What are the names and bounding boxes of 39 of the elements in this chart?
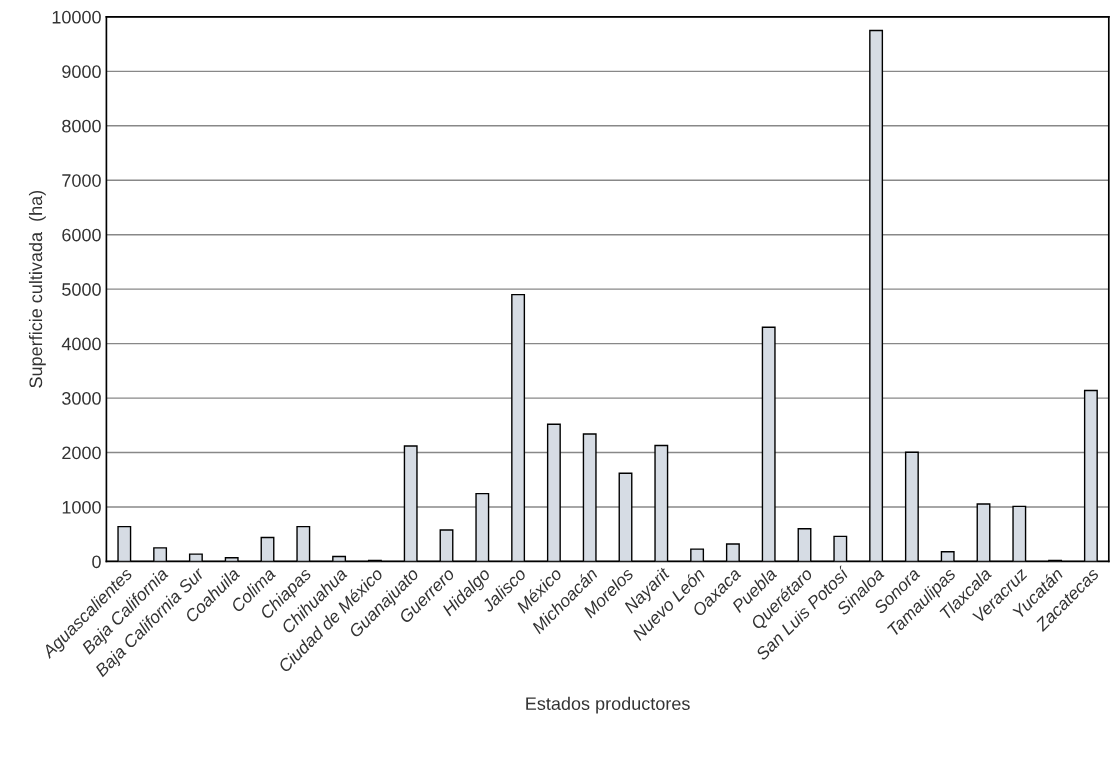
y-tick-label: 7000 — [62, 174, 101, 187]
y-tick-label: 9000 — [62, 65, 101, 79]
bar — [439, 529, 454, 562]
y-tick-label: 6000 — [62, 228, 101, 242]
bar — [332, 555, 347, 562]
bar — [940, 551, 955, 562]
bar — [475, 492, 490, 562]
x-axis-title: Estados productores — [526, 696, 690, 714]
bar — [546, 423, 561, 562]
bar — [976, 503, 991, 562]
bar — [153, 547, 168, 562]
bar — [618, 472, 633, 562]
bar — [1083, 389, 1098, 562]
y-tick-label: 10000 — [52, 10, 101, 24]
bar — [797, 528, 812, 562]
bar — [869, 29, 884, 562]
y-tick-label: 3000 — [62, 392, 101, 405]
bar — [833, 535, 848, 562]
bar — [690, 548, 705, 562]
bar — [296, 525, 311, 562]
y-tick-label: 1000 — [62, 500, 101, 514]
y-tick-label: 8000 — [62, 119, 101, 133]
y-tick-label: 5000 — [62, 283, 101, 296]
bar — [224, 557, 239, 562]
bar — [761, 326, 776, 562]
bar — [582, 433, 597, 562]
y-tick-label: 2000 — [62, 446, 101, 460]
bar — [511, 293, 526, 562]
bar — [403, 445, 418, 562]
bar — [260, 536, 275, 562]
bar — [1012, 505, 1027, 562]
bar — [725, 543, 740, 562]
y-axis-title: Superficie cultivada (ha) — [28, 190, 46, 388]
y-tick-label: 0 — [92, 555, 101, 569]
y-tick-label: 4000 — [61, 337, 101, 351]
bar — [904, 451, 919, 562]
bar — [654, 444, 669, 562]
bar — [117, 525, 132, 562]
bar — [188, 553, 203, 562]
